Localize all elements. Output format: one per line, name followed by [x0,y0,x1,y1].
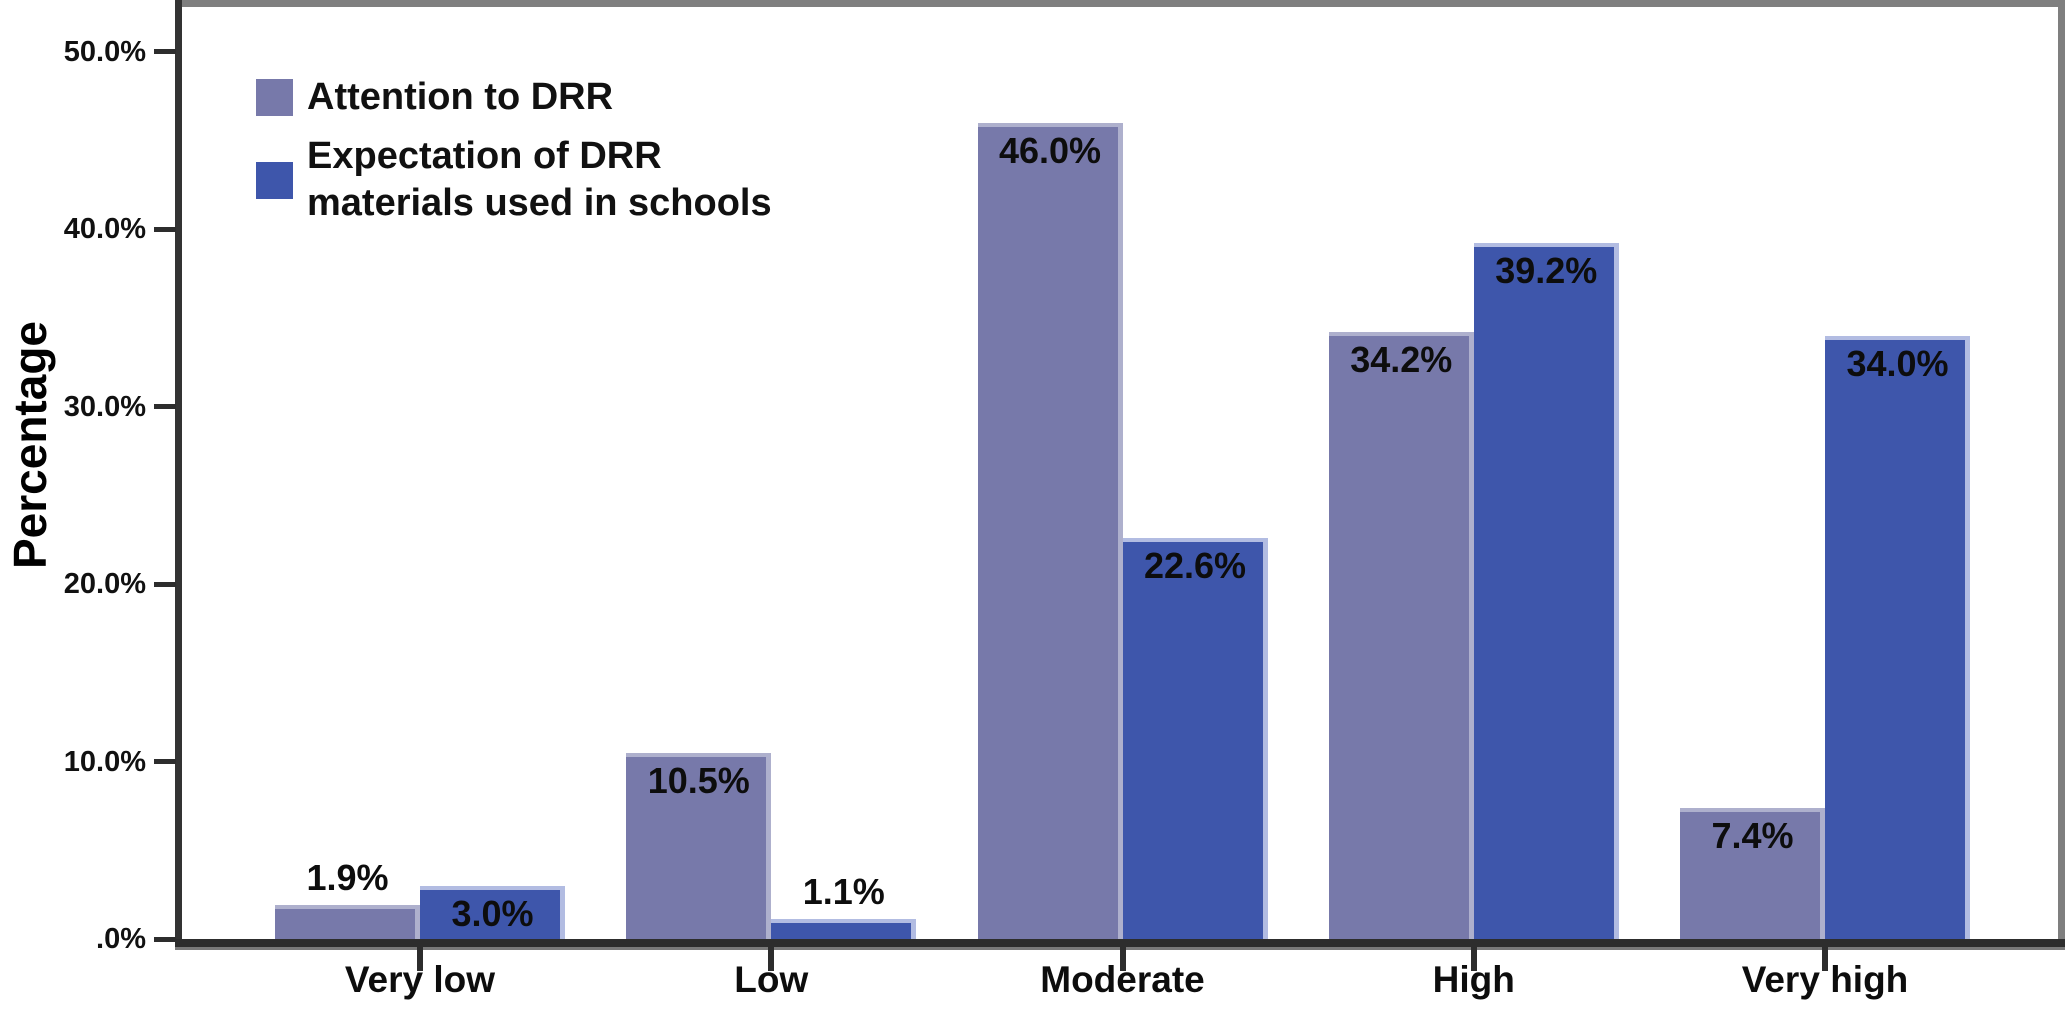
x-tick-mark [417,947,423,971]
plot-border-right [2058,0,2065,939]
bar-value-label: 3.0% [451,892,534,934]
y-tick-label: 10.0% [63,745,146,778]
bar-attention-to-drr [1328,331,1474,939]
bar-attention-to-drr [626,752,772,939]
y-tick-mark [154,404,176,409]
legend-swatch [256,161,293,199]
y-tick-label: 50.0% [63,35,146,68]
bar-attention-to-drr [275,905,420,939]
x-category-label: Very low [344,959,496,1000]
x-tick-mark [768,947,775,971]
bar-expectation-drr-materials [771,919,917,939]
bar-expectation-drr-materials [1473,243,1619,939]
y-tick-mark [154,49,176,54]
y-tick-mark [154,226,176,232]
legend-item: Attention to DRR [256,74,837,121]
y-tick-label: 40.0% [63,213,146,245]
y-tick-label: 30.0% [63,390,146,423]
bar-value-label: 39.2% [1495,250,1598,292]
x-tick-mark [1119,947,1126,971]
bar-value-label: 22.6% [1143,544,1247,586]
y-tick-mark [154,759,176,764]
bar-expectation-drr-materials [1825,335,1970,939]
y-axis-title: Percentage [4,320,56,570]
y-tick-label: 20.0% [63,568,146,600]
x-category-label: Very high [1741,959,1909,1000]
x-category-label: Moderate [1040,959,1205,1000]
legend-swatch [256,79,293,116]
bar-value-label: 46.0% [998,129,1102,171]
legend-label: Expectation of DRR materials used in sch… [307,135,772,224]
legend: Attention to DRR Expectation of DRR mater… [256,74,837,227]
legend-item: Expectation of DRR materials used in sch… [256,133,837,227]
x-category-label: High [1432,959,1515,1000]
x-tick-mark [1822,947,1828,971]
plot-border-top [175,0,2065,7]
x-category-label: Low [734,959,809,1000]
y-axis-line [175,0,182,947]
y-tick-mark [154,581,176,587]
bar-value-label: 34.2% [1350,338,1453,380]
bar-value-label: 10.5% [647,759,750,801]
bar-value-label: 1.9% [306,857,389,899]
bar-value-label: 34.0% [1846,342,1949,384]
x-tick-mark [1470,947,1477,971]
bar-value-label: 7.4% [1711,814,1794,856]
bar-attention-to-drr [1680,807,1825,939]
y-tick-mark [154,936,176,942]
legend-label: Attention to DRR [307,76,614,118]
bar-expectation-drr-materials [1122,537,1268,939]
bar-expectation-drr-materials [420,885,565,939]
x-axis-line [175,939,2065,947]
bar-attention-to-drr [977,122,1123,939]
bar-value-label: 1.1% [802,871,885,913]
y-tick-label: .0% [96,923,146,955]
